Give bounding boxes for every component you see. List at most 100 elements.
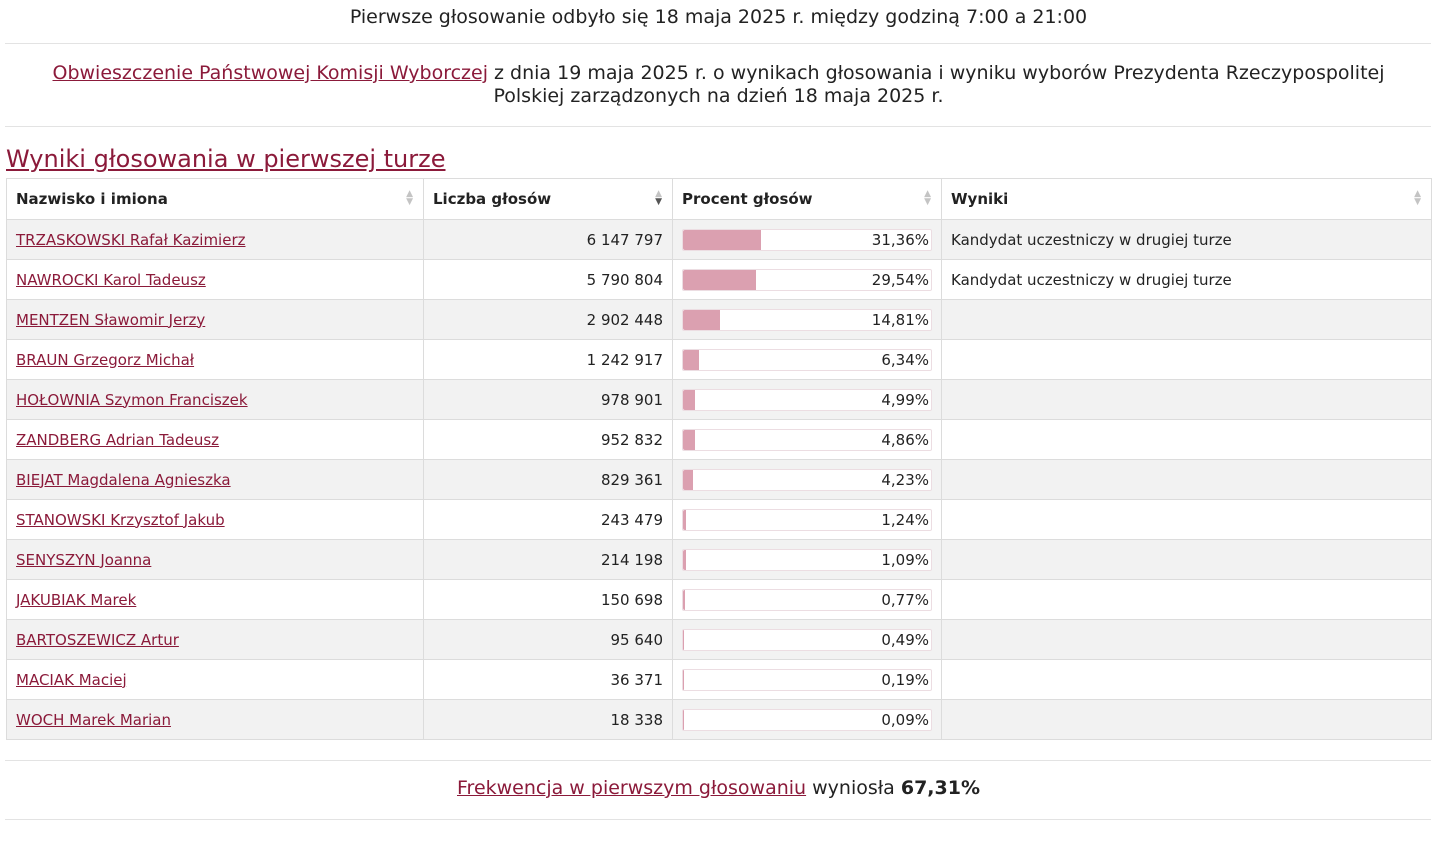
candidate-cell: BRAUN Grzegorz Michał — [6, 339, 424, 380]
percent-bar-fill — [683, 349, 699, 370]
sort-arrows-icon[interactable]: ▲ ▼ — [406, 189, 413, 207]
percent-bar: 4,86% — [682, 428, 932, 451]
candidate-cell: MENTZEN Sławomir Jerzy — [6, 299, 424, 340]
votes-cell: 829 361 — [423, 459, 673, 500]
percent-bar-fill — [683, 629, 685, 650]
percent-bar: 0,49% — [682, 628, 932, 651]
candidate-link[interactable]: HOŁOWNIA Szymon Franciszek — [16, 390, 248, 409]
percent-bar: 0,77% — [682, 588, 932, 611]
candidate-link[interactable]: TRZASKOWSKI Rafał Kazimierz — [16, 230, 246, 249]
votes-cell: 36 371 — [423, 659, 673, 700]
column-label: Nazwisko i imiona — [16, 190, 168, 208]
percent-bar: 6,34% — [682, 348, 932, 371]
candidate-link[interactable]: MACIAK Maciej — [16, 670, 127, 689]
percent-label: 6,34% — [881, 350, 929, 369]
section-title: Wyniki głosowania w pierwszej turze — [6, 144, 1437, 174]
turnout-info: Frekwencja w pierwszym głosowaniu wynios… — [0, 761, 1437, 819]
percent-bar: 4,99% — [682, 388, 932, 411]
candidate-link[interactable]: ZANDBERG Adrian Tadeusz — [16, 430, 220, 449]
column-label: Procent głosów — [682, 190, 813, 208]
table-row: NAWROCKI Karol Tadeusz 5 790 804 29,54% Kan… — [6, 259, 1432, 300]
percent-bar-fill — [683, 269, 757, 290]
candidate-link[interactable]: SENYSZYN Joanna — [16, 550, 152, 569]
first-vote-info: Pierwsze głosowanie odbyło się 18 maja 2… — [0, 0, 1437, 43]
first-vote-text: Pierwsze głosowanie odbyło się 18 maja 2… — [349, 6, 1088, 28]
percent-label: 0,09% — [881, 710, 929, 729]
table-row: SENYSZYN Joanna 214 198 1,09% — [6, 539, 1432, 580]
turnout-value: 67,31% — [900, 777, 980, 799]
percent-label: 1,09% — [881, 550, 929, 569]
first-round-results-link[interactable]: Wyniki głosowania w pierwszej turze — [6, 145, 446, 173]
votes-cell: 18 338 — [423, 699, 673, 740]
turnout-link[interactable]: Frekwencja w pierwszym głosowaniu — [457, 777, 807, 799]
table-row: BARTOSZEWICZ Artur 95 640 0,49% — [6, 619, 1432, 660]
candidate-link[interactable]: MENTZEN Sławomir Jerzy — [16, 310, 206, 329]
notice-text: z dnia 19 maja 2025 r. o wynikach głosow… — [488, 62, 1385, 107]
col-name-header[interactable]: Nazwisko i imiona ▲ ▼ — [6, 178, 424, 220]
percent-bar-fill — [683, 589, 685, 610]
result-cell — [941, 619, 1432, 660]
result-cell — [941, 499, 1432, 540]
column-label: Wyniki — [951, 190, 1009, 208]
candidate-cell: STANOWSKI Krzysztof Jakub — [6, 499, 424, 540]
candidate-link[interactable]: JAKUBIAK Marek — [16, 590, 137, 609]
col-percent-header[interactable]: Procent głosów ▲ ▼ — [672, 178, 942, 220]
percent-label: 29,54% — [871, 270, 929, 289]
table-row: STANOWSKI Krzysztof Jakub 243 479 1,24% — [6, 499, 1432, 540]
percent-cell: 4,99% — [672, 379, 942, 420]
result-cell — [941, 339, 1432, 380]
result-cell — [941, 419, 1432, 460]
percent-cell: 4,23% — [672, 459, 942, 500]
candidate-cell: ZANDBERG Adrian Tadeusz — [6, 419, 424, 460]
table-row: JAKUBIAK Marek 150 698 0,77% — [6, 579, 1432, 620]
percent-label: 4,23% — [881, 470, 929, 489]
candidate-link[interactable]: BARTOSZEWICZ Artur — [16, 630, 179, 649]
percent-label: 0,49% — [881, 630, 929, 649]
result-cell — [941, 459, 1432, 500]
percent-cell: 1,09% — [672, 539, 942, 580]
percent-bar-fill — [683, 389, 696, 410]
candidate-cell: HOŁOWNIA Szymon Franciszek — [6, 379, 424, 420]
votes-cell: 2 902 448 — [423, 299, 673, 340]
percent-cell: 0,09% — [672, 699, 942, 740]
candidate-link[interactable]: BIEJAT Magdalena Agnieszka — [16, 470, 231, 489]
percent-bar: 14,81% — [682, 308, 932, 331]
divider — [5, 760, 1431, 761]
candidate-cell: TRZASKOWSKI Rafał Kazimierz — [6, 219, 424, 260]
notice-paragraph: Obwieszczenie Państwowej Komisji Wyborcz… — [0, 44, 1437, 126]
candidate-link[interactable]: STANOWSKI Krzysztof Jakub — [16, 510, 225, 529]
divider — [5, 126, 1431, 127]
result-cell — [941, 699, 1432, 740]
candidate-cell: BIEJAT Magdalena Agnieszka — [6, 459, 424, 500]
votes-cell: 1 242 917 — [423, 339, 673, 380]
percent-bar: 0,09% — [682, 708, 932, 731]
candidate-cell: MACIAK Maciej — [6, 659, 424, 700]
percent-label: 4,86% — [881, 430, 929, 449]
percent-cell: 0,77% — [672, 579, 942, 620]
votes-cell: 952 832 — [423, 419, 673, 460]
candidate-cell: NAWROCKI Karol Tadeusz — [6, 259, 424, 300]
table-row: BIEJAT Magdalena Agnieszka 829 361 4,23% — [6, 459, 1432, 500]
percent-cell: 1,24% — [672, 499, 942, 540]
sort-arrows-icon[interactable]: ▲ ▼ — [655, 189, 662, 207]
percent-cell: 6,34% — [672, 339, 942, 380]
candidate-link[interactable]: NAWROCKI Karol Tadeusz — [16, 270, 206, 289]
candidate-cell: JAKUBIAK Marek — [6, 579, 424, 620]
votes-cell: 150 698 — [423, 579, 673, 620]
sort-arrows-icon[interactable]: ▲ ▼ — [924, 189, 931, 207]
table-row: MENTZEN Sławomir Jerzy 2 902 448 14,81% — [6, 299, 1432, 340]
candidate-link[interactable]: BRAUN Grzegorz Michał — [16, 350, 195, 369]
percent-label: 31,36% — [871, 230, 929, 249]
percent-bar-fill — [683, 509, 687, 530]
candidate-cell: SENYSZYN Joanna — [6, 539, 424, 580]
turnout-text: wyniosła — [806, 777, 901, 799]
candidate-link[interactable]: WOCH Marek Marian — [16, 710, 171, 729]
sort-arrows-icon[interactable]: ▲ ▼ — [1414, 189, 1421, 207]
col-result-header[interactable]: Wyniki ▲ ▼ — [941, 178, 1432, 220]
table-row: BRAUN Grzegorz Michał 1 242 917 6,34% — [6, 339, 1432, 380]
percent-bar: 31,36% — [682, 228, 932, 251]
col-votes-header[interactable]: Liczba głosów ▲ ▼ — [423, 178, 673, 220]
pkw-notice-link[interactable]: Obwieszczenie Państwowej Komisji Wyborcz… — [52, 62, 489, 84]
result-cell — [941, 299, 1432, 340]
votes-cell: 978 901 — [423, 379, 673, 420]
